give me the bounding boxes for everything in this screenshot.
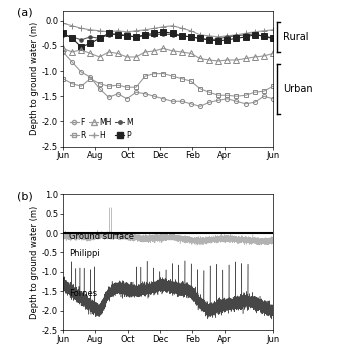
Text: Urban: Urban <box>284 84 313 94</box>
Text: Philippi: Philippi <box>69 249 100 258</box>
Y-axis label: Depth to ground water (m): Depth to ground water (m) <box>30 22 39 135</box>
Y-axis label: Depth to ground water (m): Depth to ground water (m) <box>30 206 39 319</box>
Text: (a): (a) <box>17 8 33 18</box>
Legend: F, R, MH, H, M, P: F, R, MH, H, M, P <box>67 115 135 143</box>
Text: Ground surface: Ground surface <box>69 232 134 241</box>
Text: (b): (b) <box>17 191 33 202</box>
Text: Rural: Rural <box>284 32 309 42</box>
Text: Fornes: Fornes <box>69 289 97 298</box>
